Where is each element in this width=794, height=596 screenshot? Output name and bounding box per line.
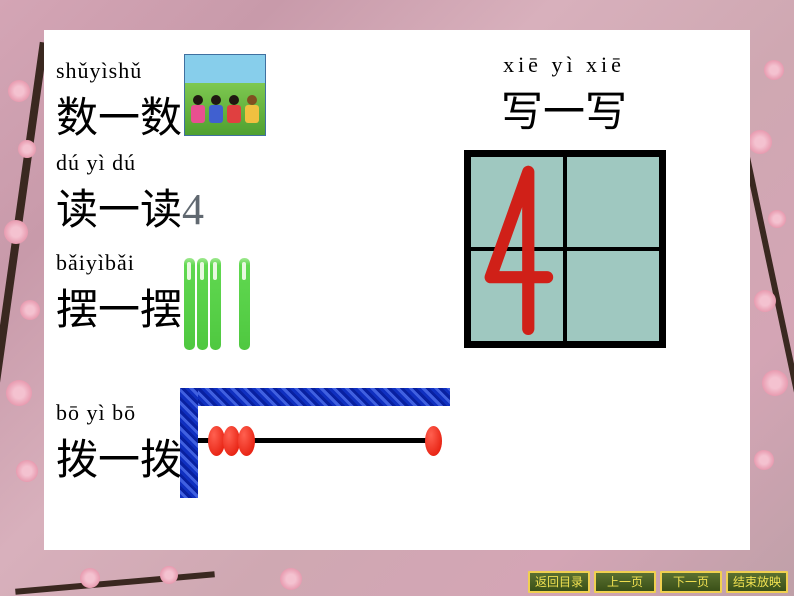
nav-end[interactable]: 结束放映 [726, 571, 788, 593]
section-read: dú yì dú 读一读 4 [56, 150, 204, 237]
abacus-bead [425, 426, 442, 456]
nav-bar: 返回目录 上一页 下一页 结束放映 [528, 571, 788, 593]
nav-return[interactable]: 返回目录 [528, 571, 590, 593]
count-pinyin: shǔyìshǔ [56, 58, 182, 84]
dial-chinese: 拨一拨 [56, 426, 182, 487]
write-pinyin: xiē yì xiē [464, 52, 664, 78]
counting-sticks [184, 258, 252, 355]
read-pinyin: dú yì dú [56, 150, 204, 176]
section-arrange: bǎiyìbǎi 摆一摆 [56, 250, 182, 337]
write-chinese: 写一写 [464, 78, 664, 139]
dial-pinyin: bō yì bō [56, 400, 182, 426]
content-panel: shǔyìshǔ 数一数 dú yì dú 读一读 4 bǎiyìbǎi 摆一摆… [44, 30, 750, 550]
abacus [180, 388, 450, 498]
nav-prev[interactable]: 上一页 [594, 571, 656, 593]
writing-grid [464, 150, 666, 348]
nav-next[interactable]: 下一页 [660, 571, 722, 593]
count-chinese: 数一数 [56, 84, 182, 145]
section-write: xiē yì xiē 写一写 [464, 52, 664, 139]
abacus-bead [238, 426, 255, 456]
section-count: shǔyìshǔ 数一数 [56, 58, 182, 145]
number-four [469, 155, 565, 343]
arrange-pinyin: bǎiyìbǎi [56, 250, 182, 276]
read-number: 4 [182, 184, 204, 235]
read-chinese: 读一读 [56, 176, 182, 237]
section-dial: bō yì bō 拨一拨 [56, 400, 182, 487]
children-image [184, 54, 266, 136]
arrange-chinese: 摆一摆 [56, 276, 182, 337]
